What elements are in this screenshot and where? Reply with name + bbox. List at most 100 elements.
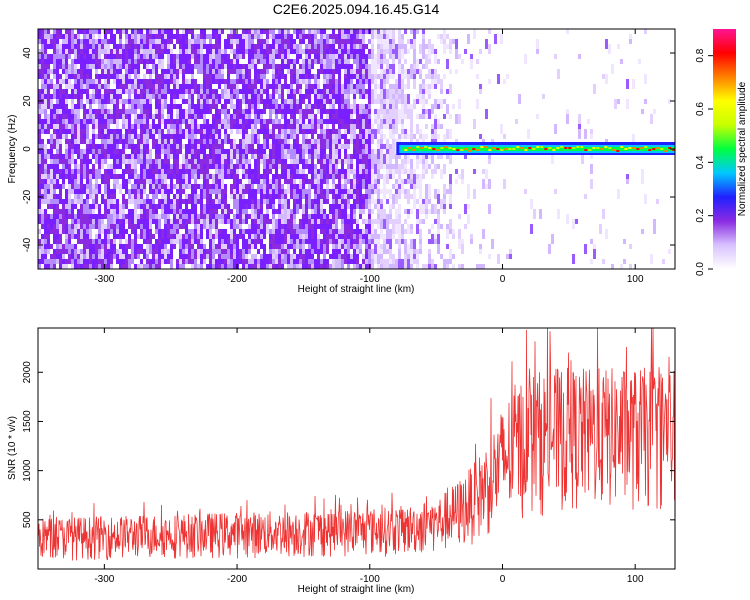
spectrogram-cell: [239, 254, 242, 259]
spectrogram-cell: [101, 154, 104, 159]
spectrogram-cell: [299, 244, 302, 249]
spectrogram-cell: [242, 169, 245, 174]
spectrogram-cell: [278, 199, 281, 204]
spectrogram-cell: [137, 44, 140, 49]
spectrogram-cell: [71, 29, 74, 34]
spectrogram-cell: [380, 204, 383, 209]
spectrogram-cell: [338, 84, 341, 89]
spectrogram-cell: [263, 159, 266, 164]
spectrogram-cell: [149, 264, 152, 269]
spectrogram-cell: [80, 79, 83, 89]
spectrogram-cell: [176, 194, 179, 199]
spectrogram-cell: [329, 144, 332, 149]
spectrogram-cell: [113, 179, 116, 184]
spectrogram-cell: [266, 259, 269, 264]
spectrogram-cell: [218, 229, 221, 234]
spectrogram-cell: [200, 204, 203, 209]
spectrogram-cell: [203, 89, 206, 94]
spectrogram-cell: [230, 89, 233, 94]
spectrogram-cell: [368, 244, 371, 249]
spectrogram-cell: [128, 134, 131, 144]
spectrogram-cell: [128, 44, 131, 49]
spectrogram-cell: [227, 114, 230, 119]
spectrogram-cell: [59, 54, 62, 59]
spectrogram-cell: [347, 114, 350, 119]
spectrogram-cell: [53, 104, 56, 109]
spectrogram-cell: [155, 54, 158, 59]
spectrogram-cell: [371, 184, 374, 189]
spectrogram-cell: [398, 29, 401, 39]
spectrogram-cell: [338, 214, 341, 219]
spectrogram-cell: [320, 149, 323, 154]
spectrogram-cell: [290, 254, 293, 259]
spectrogram-cell: [365, 254, 368, 259]
spectrogram-cell: [242, 124, 245, 129]
spectrogram-cell: [473, 119, 476, 129]
spectrogram-cell: [308, 69, 311, 74]
spectrogram-cell: [38, 104, 41, 109]
spectrogram-cell: [332, 204, 335, 209]
spectrogram-cell: [374, 129, 377, 139]
spectrogram-cell: [425, 169, 428, 174]
spectrogram-cell: [317, 109, 320, 114]
spectrogram-cell: [140, 199, 143, 204]
spectrogram-cell: [191, 189, 194, 199]
spectrogram-cell: [233, 79, 236, 84]
spectrogram-cell: [404, 164, 407, 169]
spectrogram-cell: [128, 74, 131, 79]
spectrogram-cell: [311, 199, 314, 204]
spectrogram-cell: [164, 164, 167, 169]
spectrogram-cell: [197, 64, 200, 74]
spectrogram-cell: [221, 219, 224, 224]
spectrogram-cell: [65, 224, 68, 234]
spectrogram-cell: [41, 89, 44, 94]
spectrogram-cell: [287, 254, 290, 259]
spectrogram-cell: [53, 189, 56, 194]
spectrogram-cell: [206, 104, 209, 109]
spectrogram-cell: [443, 164, 446, 174]
spectrogram-cell: [323, 109, 326, 114]
spectrogram-cell: [353, 74, 356, 79]
spectrogram-cell: [362, 159, 365, 164]
spectrogram-cell: [335, 69, 338, 74]
spectrogram-cell: [320, 179, 323, 184]
spectrogram-cell: [242, 219, 245, 224]
spectrogram-cell: [47, 154, 50, 159]
spectrogram-cell: [254, 129, 257, 134]
spectrogram-cell: [341, 189, 344, 194]
spectrogram-cell: [140, 159, 143, 164]
spectrogram-cell: [377, 184, 380, 189]
spectrogram-cell: [428, 164, 431, 169]
spectrogram-cell: [65, 89, 68, 94]
spectrogram-cell: [215, 154, 218, 159]
spectrogram-cell: [119, 209, 122, 219]
spectrogram-cell: [203, 109, 206, 114]
spectrogram-cell: [170, 149, 173, 154]
spectrogram-cell: [440, 254, 443, 259]
spectrogram-cell: [212, 189, 215, 194]
spectrogram-cell: [212, 174, 215, 184]
spectrogram-cell: [179, 259, 182, 264]
spectrogram-cell: [353, 214, 356, 219]
spectrogram-cell: [344, 229, 347, 239]
spectrogram-cell: [173, 89, 176, 94]
spectrogram-cell: [200, 184, 203, 189]
spectrogram-cell: [110, 174, 113, 179]
spectrogram-cell: [272, 89, 275, 94]
spectrogram-cell: [416, 99, 419, 104]
spectrogram-cell: [113, 119, 116, 124]
spectrogram-cell: [350, 84, 353, 94]
spectrogram-cell: [227, 59, 230, 64]
spectrogram-cell: [164, 229, 167, 234]
spectrogram-cell: [80, 74, 83, 79]
spectrogram-cell: [149, 114, 152, 119]
spectrogram-cell: [158, 44, 161, 49]
spectrogram-cell: [338, 244, 341, 249]
spectrogram-cell: [95, 174, 98, 179]
spectrogram-cell: [263, 89, 266, 94]
spectrogram-cell: [293, 169, 296, 174]
spectrogram-cell: [329, 54, 332, 59]
spectrogram-cell: [446, 244, 449, 249]
spectrogram-cell: [359, 184, 362, 189]
spectrogram-cell: [308, 159, 311, 164]
